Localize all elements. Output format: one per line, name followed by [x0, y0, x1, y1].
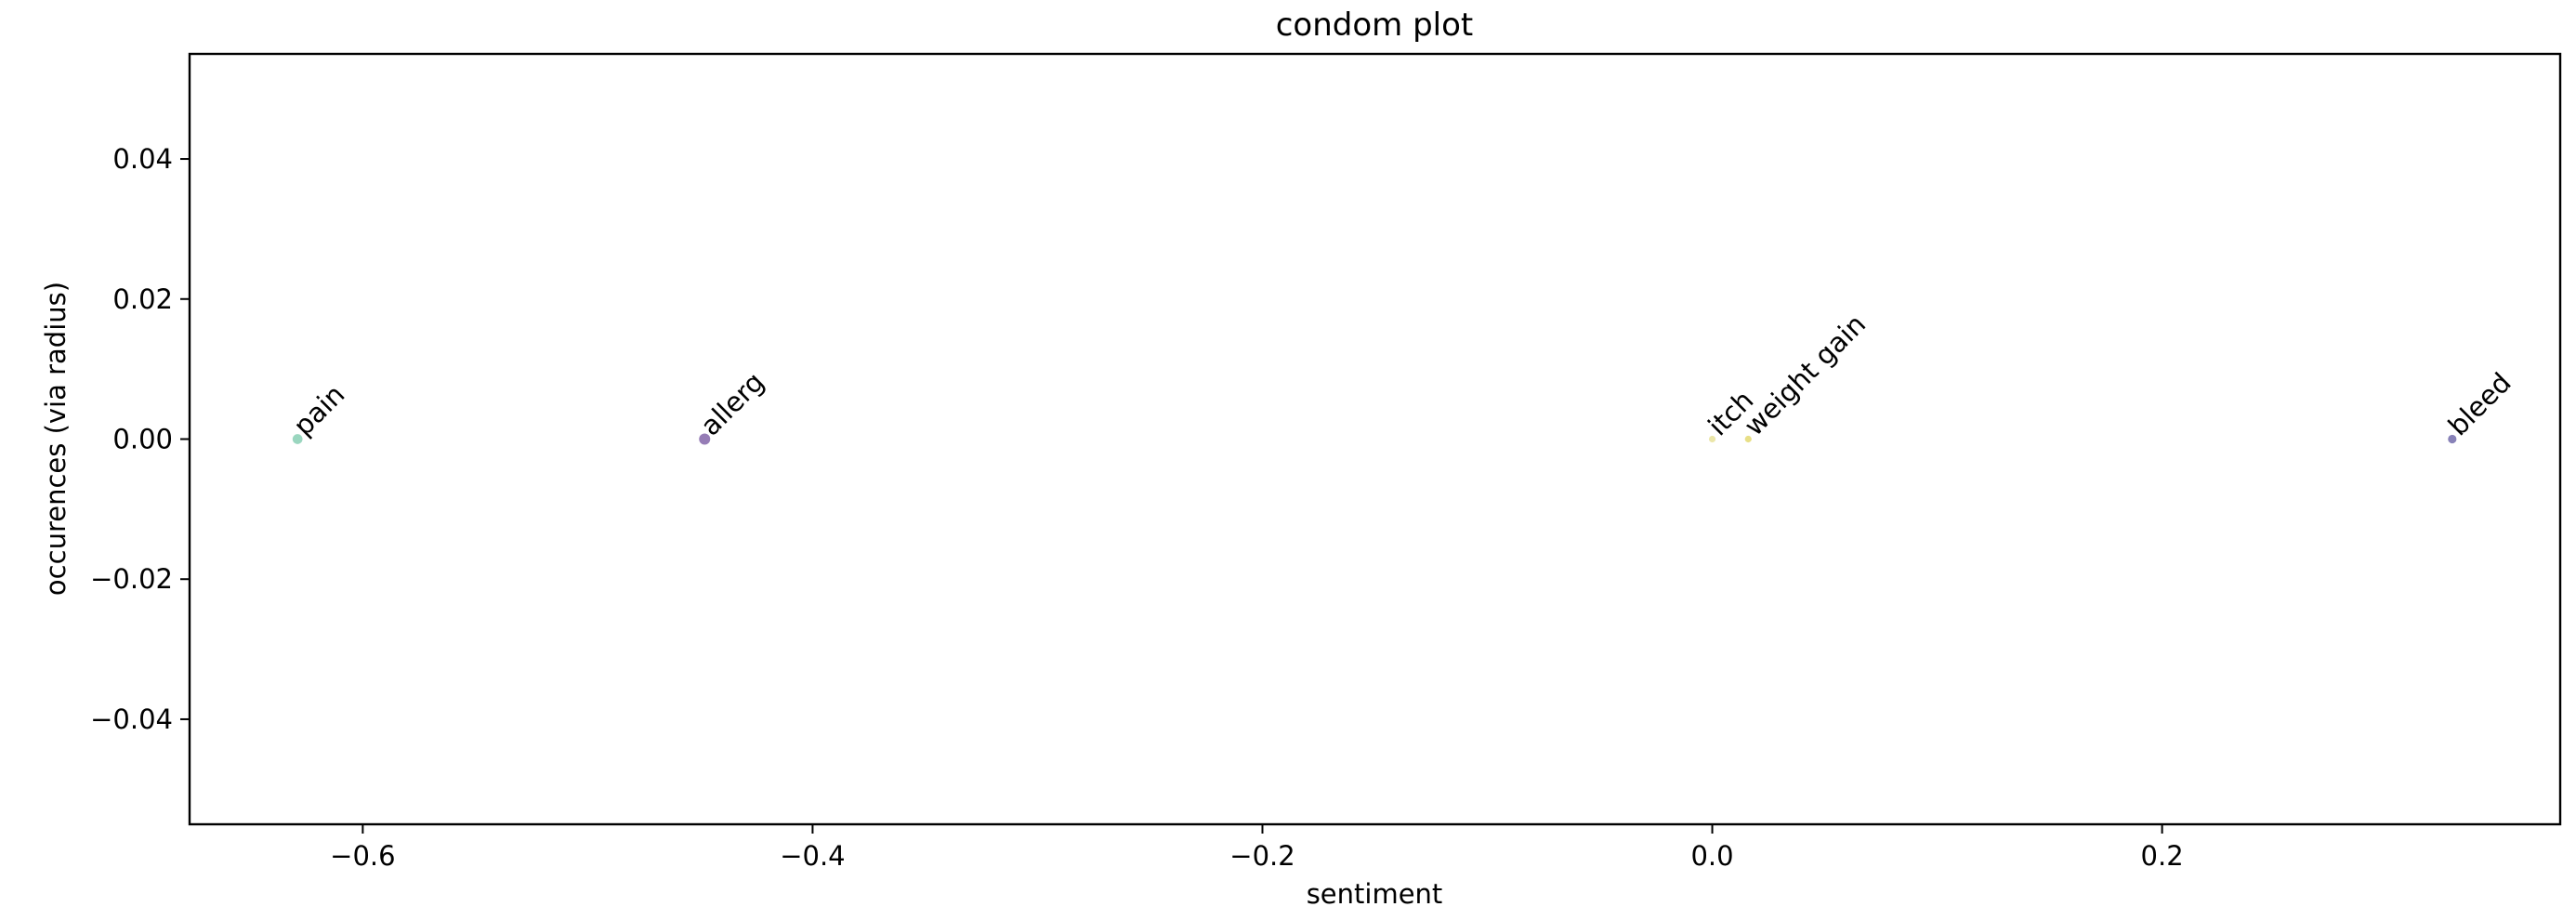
data-point: [1708, 435, 1716, 443]
x-tick-label: 0.2: [2141, 840, 2184, 872]
y-axis: 0.04 0.02 0.00 −0.02 −0.04: [90, 143, 190, 735]
x-axis: −0.6 −0.4 −0.2 0.0 0.2: [330, 824, 2184, 872]
data-point: [699, 433, 711, 445]
x-tick-label: −0.2: [1229, 840, 1295, 872]
y-tick-label: −0.02: [90, 563, 173, 595]
x-axis-label: sentiment: [1307, 878, 1443, 910]
data-point: [292, 434, 303, 444]
point-label: allerg: [694, 366, 770, 442]
y-tick-label: −0.04: [90, 703, 173, 735]
x-tick-label: 0.0: [1690, 840, 1733, 872]
point-label: pain: [287, 378, 350, 441]
data-point: [2448, 434, 2457, 444]
plot-frame: [188, 52, 2562, 826]
y-tick-label: 0.02: [112, 283, 173, 315]
x-tick-label: −0.4: [780, 840, 845, 872]
chart-title: condom plot: [1276, 7, 1474, 44]
y-tick-label: 0.00: [112, 424, 173, 455]
data-point: [1744, 435, 1752, 443]
point-label: bleed: [2442, 366, 2517, 441]
y-axis-label: occurences (via radius): [40, 282, 72, 596]
point-label: weight gain: [1738, 308, 1872, 441]
x-tick-label: −0.6: [330, 840, 395, 872]
y-tick-label: 0.04: [112, 143, 173, 175]
